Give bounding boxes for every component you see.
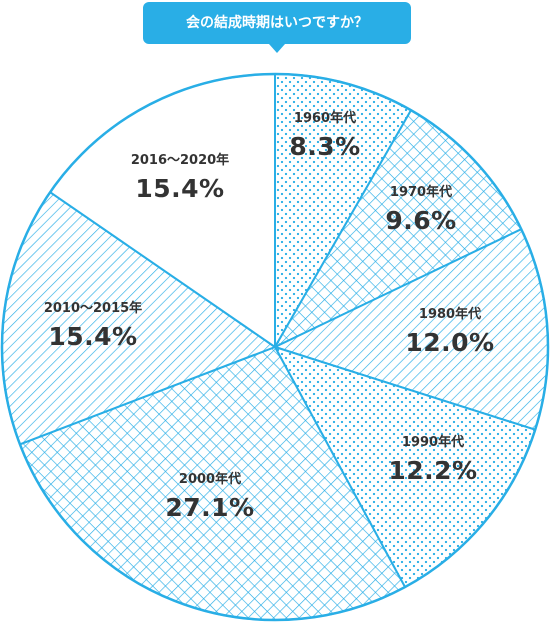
slice-category-label: 1970年代	[390, 184, 452, 200]
slice-label-group: 1990年代 12.2%	[388, 434, 477, 485]
slice-label-group: 1970年代 9.6%	[385, 184, 456, 235]
slice-label-group: 2010～2015年 15.4%	[44, 300, 142, 351]
pie-outline	[0, 72, 550, 622]
slice-label-group: 2000年代 27.1%	[165, 471, 254, 522]
slice-label-group: 1980年代 12.0%	[405, 306, 494, 357]
pie-slices	[0, 72, 550, 622]
slice-label-group: 2016～2020年 15.4%	[131, 152, 229, 203]
slice-category-label: 1960年代	[294, 110, 356, 126]
slice-category-label: 2010～2015年	[44, 300, 142, 316]
slice-value-label: 15.4%	[135, 174, 224, 203]
chart-title: 会の結成時期はいつですか？	[186, 14, 368, 31]
slice-value-label: 9.6%	[385, 206, 456, 235]
slice-value-label: 12.2%	[388, 456, 477, 485]
title-callout-box	[143, 2, 411, 44]
slice-value-label: 15.4%	[48, 322, 137, 351]
slice-label-group: 1960年代 8.3%	[289, 110, 360, 161]
slice-value-label: 27.1%	[165, 493, 254, 522]
title-callout: 会の結成時期はいつですか？	[143, 2, 411, 53]
slice-category-label: 1980年代	[419, 306, 481, 322]
slice-category-label: 1990年代	[402, 434, 464, 450]
pie-labels: 1960年代 8.3% 1970年代 9.6% 1980年代 12.0% 1990年代 12.…	[44, 110, 494, 522]
slice-value-label: 12.0%	[405, 328, 494, 357]
slice-value-label: 8.3%	[289, 132, 360, 161]
title-callout-pointer	[269, 44, 285, 53]
slice-category-label: 2016～2020年	[131, 152, 229, 168]
slice-category-label: 2000年代	[179, 471, 241, 487]
